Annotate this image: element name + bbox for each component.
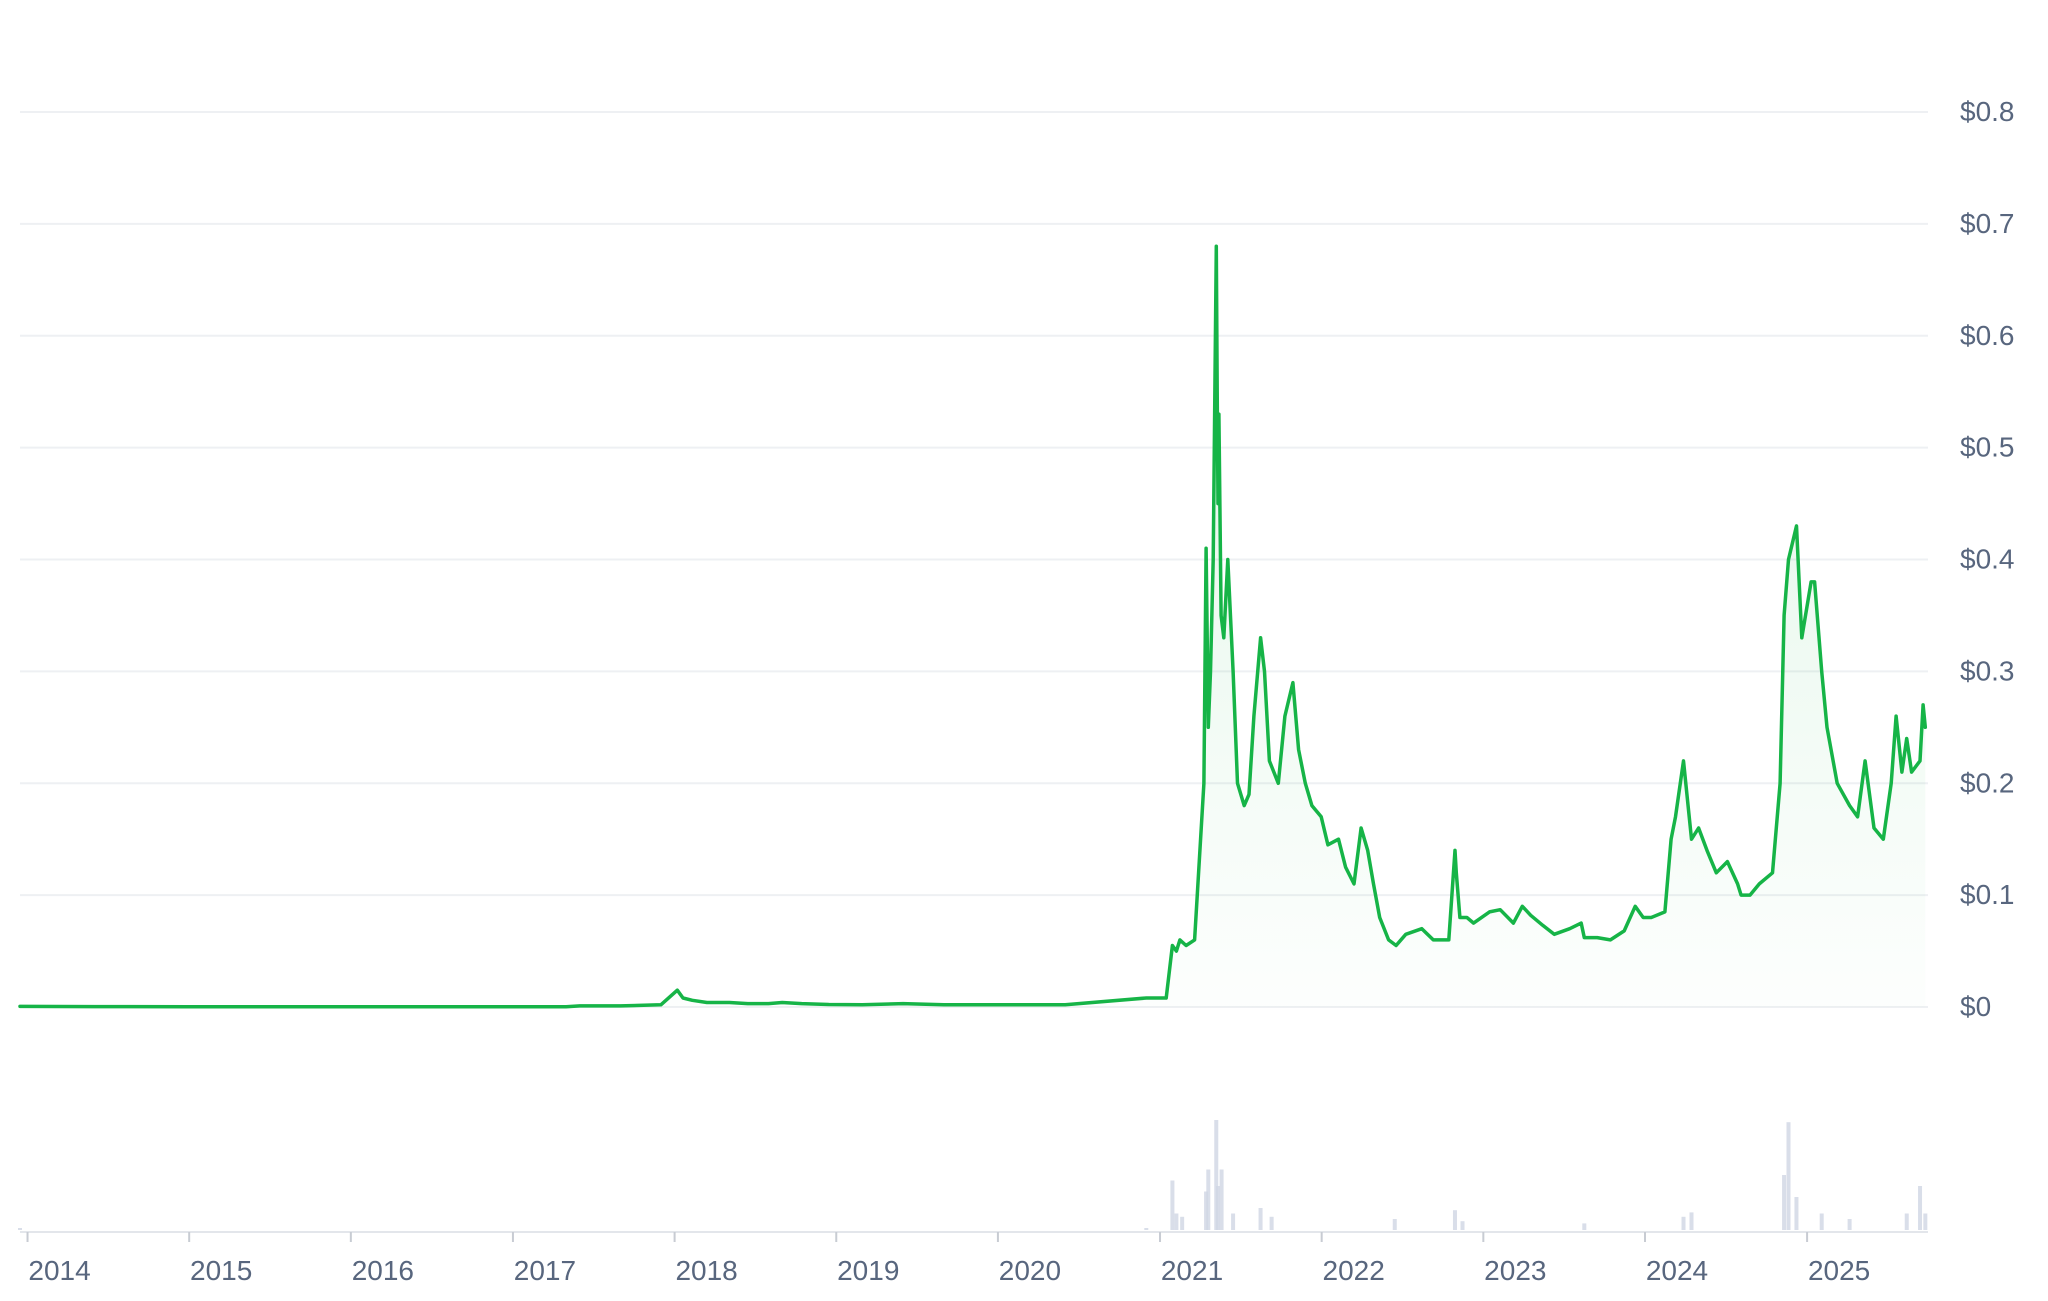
volume-bar (1144, 1228, 1149, 1230)
volume-bar (1782, 1175, 1787, 1230)
y-tick-label: $0.7 (1960, 208, 2015, 239)
price-area-fill (20, 246, 1926, 1008)
volume-bar (1216, 1186, 1221, 1230)
x-tick-label: 2025 (1808, 1255, 1870, 1286)
volume-bar (1231, 1213, 1236, 1230)
x-tick-label: 2019 (837, 1255, 899, 1286)
volume-bar (1582, 1223, 1587, 1230)
volume-bar (1847, 1219, 1852, 1230)
volume-bar (1170, 1180, 1175, 1230)
y-tick-label: $0.1 (1960, 879, 2015, 910)
y-tick-label: $0.8 (1960, 96, 2015, 127)
volume-bar (1460, 1221, 1465, 1230)
volume-bar (1174, 1213, 1179, 1230)
x-tick-label: 2018 (675, 1255, 737, 1286)
volume-bar (1819, 1213, 1824, 1230)
volume-bar (1689, 1212, 1694, 1230)
y-tick-label: $0.5 (1960, 432, 2015, 463)
volume-bar (1452, 1210, 1457, 1230)
y-tick-label: $0 (1960, 991, 1991, 1022)
volume-bar (1180, 1216, 1185, 1230)
volume-bar (1794, 1197, 1799, 1230)
x-tick-label: 2022 (1323, 1255, 1385, 1286)
x-tick-label: 2015 (190, 1255, 252, 1286)
volume-bar (1204, 1191, 1209, 1230)
volume-bar (1206, 1169, 1211, 1230)
volume-bar (1681, 1216, 1686, 1230)
price-series (18, 244, 1928, 1009)
volume-bar (1918, 1186, 1923, 1230)
volume-bar (1269, 1216, 1274, 1230)
price-area (20, 246, 1926, 1008)
volume-bar (18, 1228, 22, 1230)
volume-bar (1214, 1120, 1219, 1230)
y-tick-label: $0.2 (1960, 767, 2015, 798)
x-tick-label: 2020 (999, 1255, 1061, 1286)
y-tick-label: $0.4 (1960, 544, 2015, 575)
volume-bar (1258, 1208, 1263, 1230)
volume-bar (1923, 1213, 1928, 1230)
x-tick-label: 2016 (352, 1255, 414, 1286)
x-tick-label: 2024 (1646, 1255, 1708, 1286)
price-line (18, 244, 1928, 1009)
x-tick-label: 2021 (1161, 1255, 1223, 1286)
volume-bar (1219, 1169, 1224, 1230)
x-tick-label: 2023 (1484, 1255, 1546, 1286)
volume-bar (1786, 1122, 1791, 1230)
y-tick-label: $0.3 (1960, 655, 2015, 686)
y-tick-label: $0.6 (1960, 320, 2015, 351)
y-axis-ticks: $0 $0.1 $0.2 $0.3 $0.4 $0.5 $0.6 $0.7 $0.8 (1960, 96, 2015, 1022)
volume-bars (18, 1120, 1928, 1230)
x-axis-ticks: 2014 2015 2016 2017 2018 2019 2020 2021 2022 2023… (26, 1232, 1870, 1286)
volume-bar (1904, 1213, 1909, 1230)
x-tick-label: 2014 (28, 1255, 90, 1286)
volume-bar (1392, 1219, 1397, 1230)
grid-lines (20, 111, 1928, 1233)
x-tick-label: 2017 (514, 1255, 576, 1286)
